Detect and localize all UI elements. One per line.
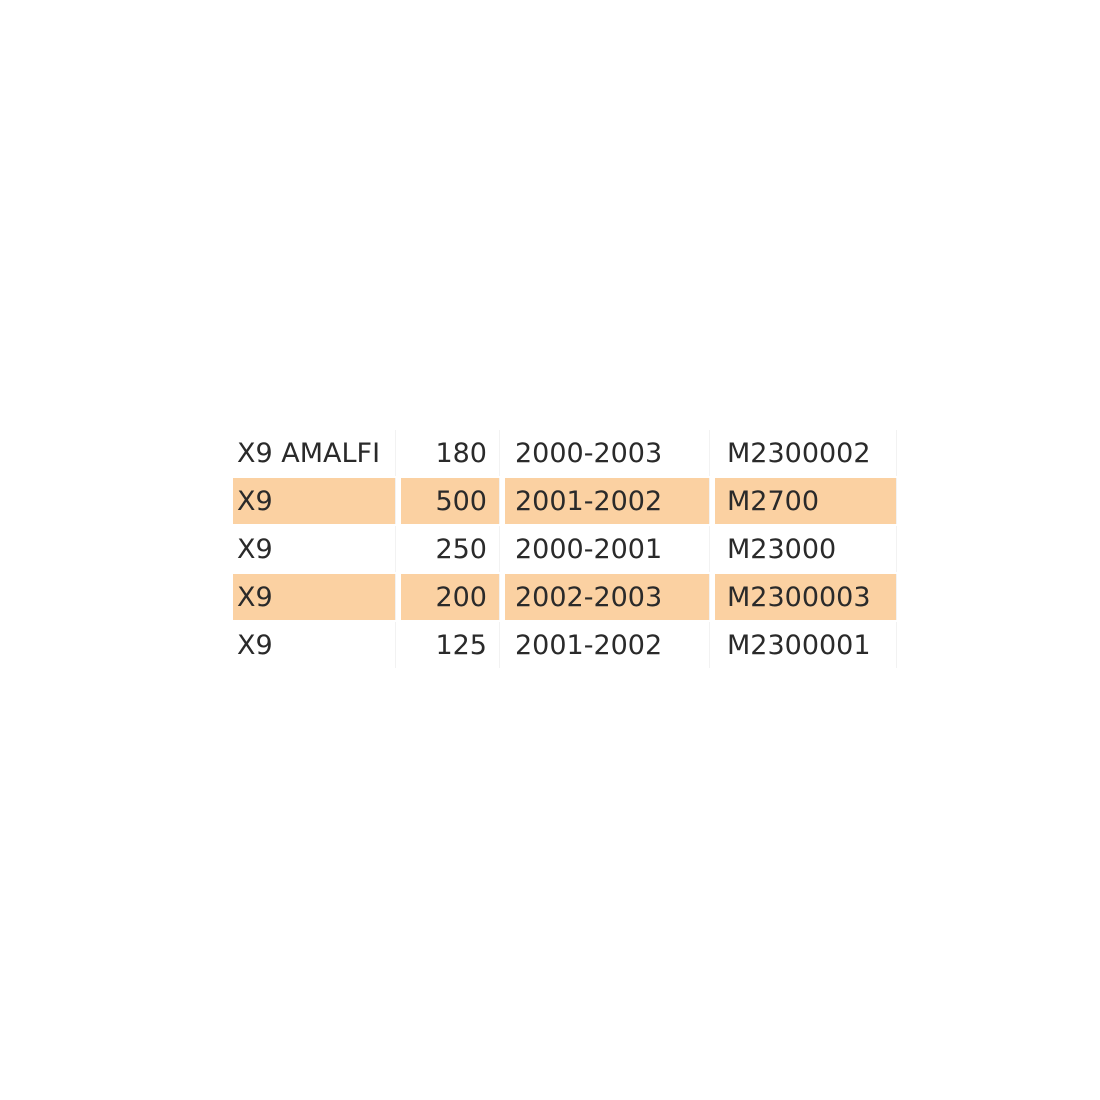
code-cell: M2300001 [715,622,897,668]
table-row: X9 AMALFI 180 2000-2003 M2300002 [233,430,897,476]
model-cell: X9 [233,574,396,620]
years-cell: 2002-2003 [505,574,710,620]
cc-cell: 125 [401,622,500,668]
table-row: X9 500 2001-2002 M2700 [233,478,897,524]
years-cell: 2000-2001 [505,526,710,572]
code-cell: M2300002 [715,430,897,476]
cc-cell: 200 [401,574,500,620]
model-table: X9 AMALFI 180 2000-2003 M2300002 X9 500 … [228,428,902,670]
years-cell: 2001-2002 [505,478,710,524]
years-cell: 2001-2002 [505,622,710,668]
table-row: X9 250 2000-2001 M23000 [233,526,897,572]
cc-cell: 250 [401,526,500,572]
model-cell: X9 AMALFI [233,430,396,476]
code-cell: M2700 [715,478,897,524]
cc-cell: 500 [401,478,500,524]
table-row: X9 125 2001-2002 M2300001 [233,622,897,668]
code-cell: M23000 [715,526,897,572]
model-cell: X9 [233,478,396,524]
cc-cell: 180 [401,430,500,476]
table-row: X9 200 2002-2003 M2300003 [233,574,897,620]
years-cell: 2000-2003 [505,430,710,476]
model-cell: X9 [233,526,396,572]
code-cell: M2300003 [715,574,897,620]
model-cell: X9 [233,622,396,668]
